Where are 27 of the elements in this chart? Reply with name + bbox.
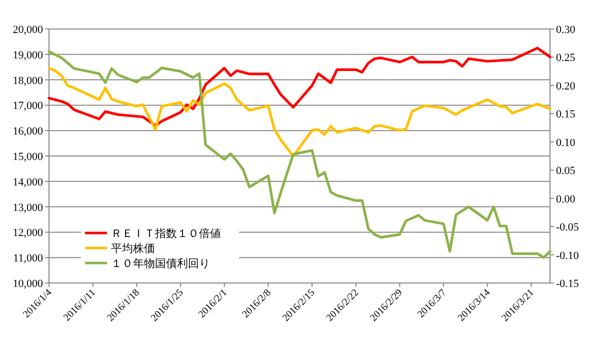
y2-tick-label: 0.05 [556,165,576,178]
y-tick-label: 12,000 [12,227,44,240]
line-series [48,66,552,158]
y-tick-label: 11,000 [13,252,44,265]
y2-tick-label: -0.15 [556,278,580,290]
y2-tick-label: 0.15 [556,108,576,121]
y-tick-label: 17,000 [12,100,44,112]
y2-tick-label: -0.05 [556,222,580,234]
y-tick-label: 10,000 [12,278,44,290]
y2-tick-label: 0.25 [556,52,576,64]
y-tick-label: 20,000 [12,24,44,36]
y2-tick-label: 0.00 [556,193,576,206]
legend-label: 平均株価 [111,242,155,255]
y-tick-label: 16,000 [12,126,44,138]
y-tick-label: 13,000 [12,202,44,214]
legend-label: ＲＥＩＴ指数１０倍値 [111,227,221,240]
y-tick-label: 18,000 [12,74,44,87]
y-tick-label: 19,000 [12,49,44,62]
y-tick-label: 14,000 [12,176,44,188]
legend-label: １０年物国債利回り [111,257,210,270]
y2-tick-label: 0.30 [556,24,576,36]
line-series [48,46,552,127]
y2-tick-label: 0.20 [556,80,576,92]
y2-tick-label: -0.10 [556,250,580,262]
line-series [48,50,552,259]
y-tick-label: 15,000 [12,151,44,163]
y2-tick-label: 0.10 [556,136,576,149]
